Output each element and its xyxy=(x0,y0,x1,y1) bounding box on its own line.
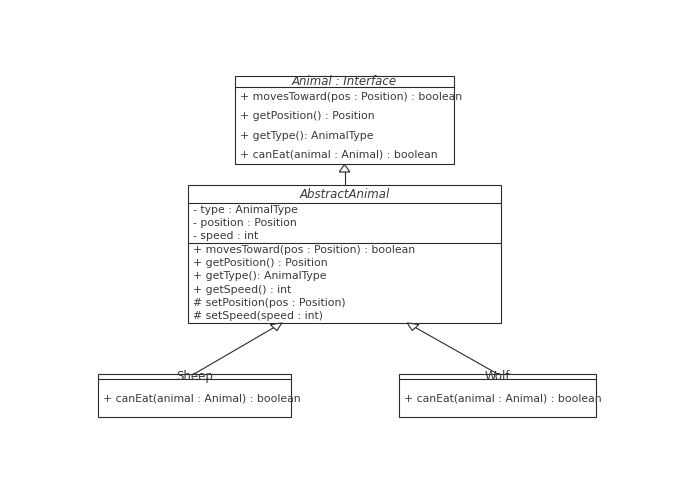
FancyBboxPatch shape xyxy=(398,374,596,417)
Text: Animal : Interface: Animal : Interface xyxy=(292,75,397,88)
Text: + getPosition() : Position: + getPosition() : Position xyxy=(193,258,328,268)
Text: + getPosition() : Position: + getPosition() : Position xyxy=(241,111,375,121)
FancyBboxPatch shape xyxy=(98,374,290,417)
FancyBboxPatch shape xyxy=(235,76,454,165)
Text: + movesToward(pos : Position) : boolean: + movesToward(pos : Position) : boolean xyxy=(193,245,415,255)
Text: # setSpeed(speed : int): # setSpeed(speed : int) xyxy=(193,311,323,321)
Text: - position : Position: - position : Position xyxy=(193,218,296,228)
Text: Wolf: Wolf xyxy=(485,370,510,383)
Text: + getType(): AnimalType: + getType(): AnimalType xyxy=(241,130,374,141)
Text: + getSpeed() : int: + getSpeed() : int xyxy=(193,285,291,294)
FancyBboxPatch shape xyxy=(188,185,501,323)
Text: + canEat(animal : Animal) : boolean: + canEat(animal : Animal) : boolean xyxy=(103,393,301,403)
Text: + canEat(animal : Animal) : boolean: + canEat(animal : Animal) : boolean xyxy=(241,150,438,160)
Text: AbstractAnimal: AbstractAnimal xyxy=(299,188,390,200)
Text: - type : AnimalType: - type : AnimalType xyxy=(193,205,298,215)
Text: + canEat(animal : Animal) : boolean: + canEat(animal : Animal) : boolean xyxy=(404,393,602,403)
Polygon shape xyxy=(339,165,350,172)
Polygon shape xyxy=(271,323,282,331)
Text: Sheep: Sheep xyxy=(176,370,213,383)
Text: + getType(): AnimalType: + getType(): AnimalType xyxy=(193,271,326,281)
Text: - speed : int: - speed : int xyxy=(193,231,258,242)
Polygon shape xyxy=(407,323,419,331)
Text: # setPosition(pos : Position): # setPosition(pos : Position) xyxy=(193,298,345,308)
Text: + movesToward(pos : Position) : boolean: + movesToward(pos : Position) : boolean xyxy=(241,92,462,102)
